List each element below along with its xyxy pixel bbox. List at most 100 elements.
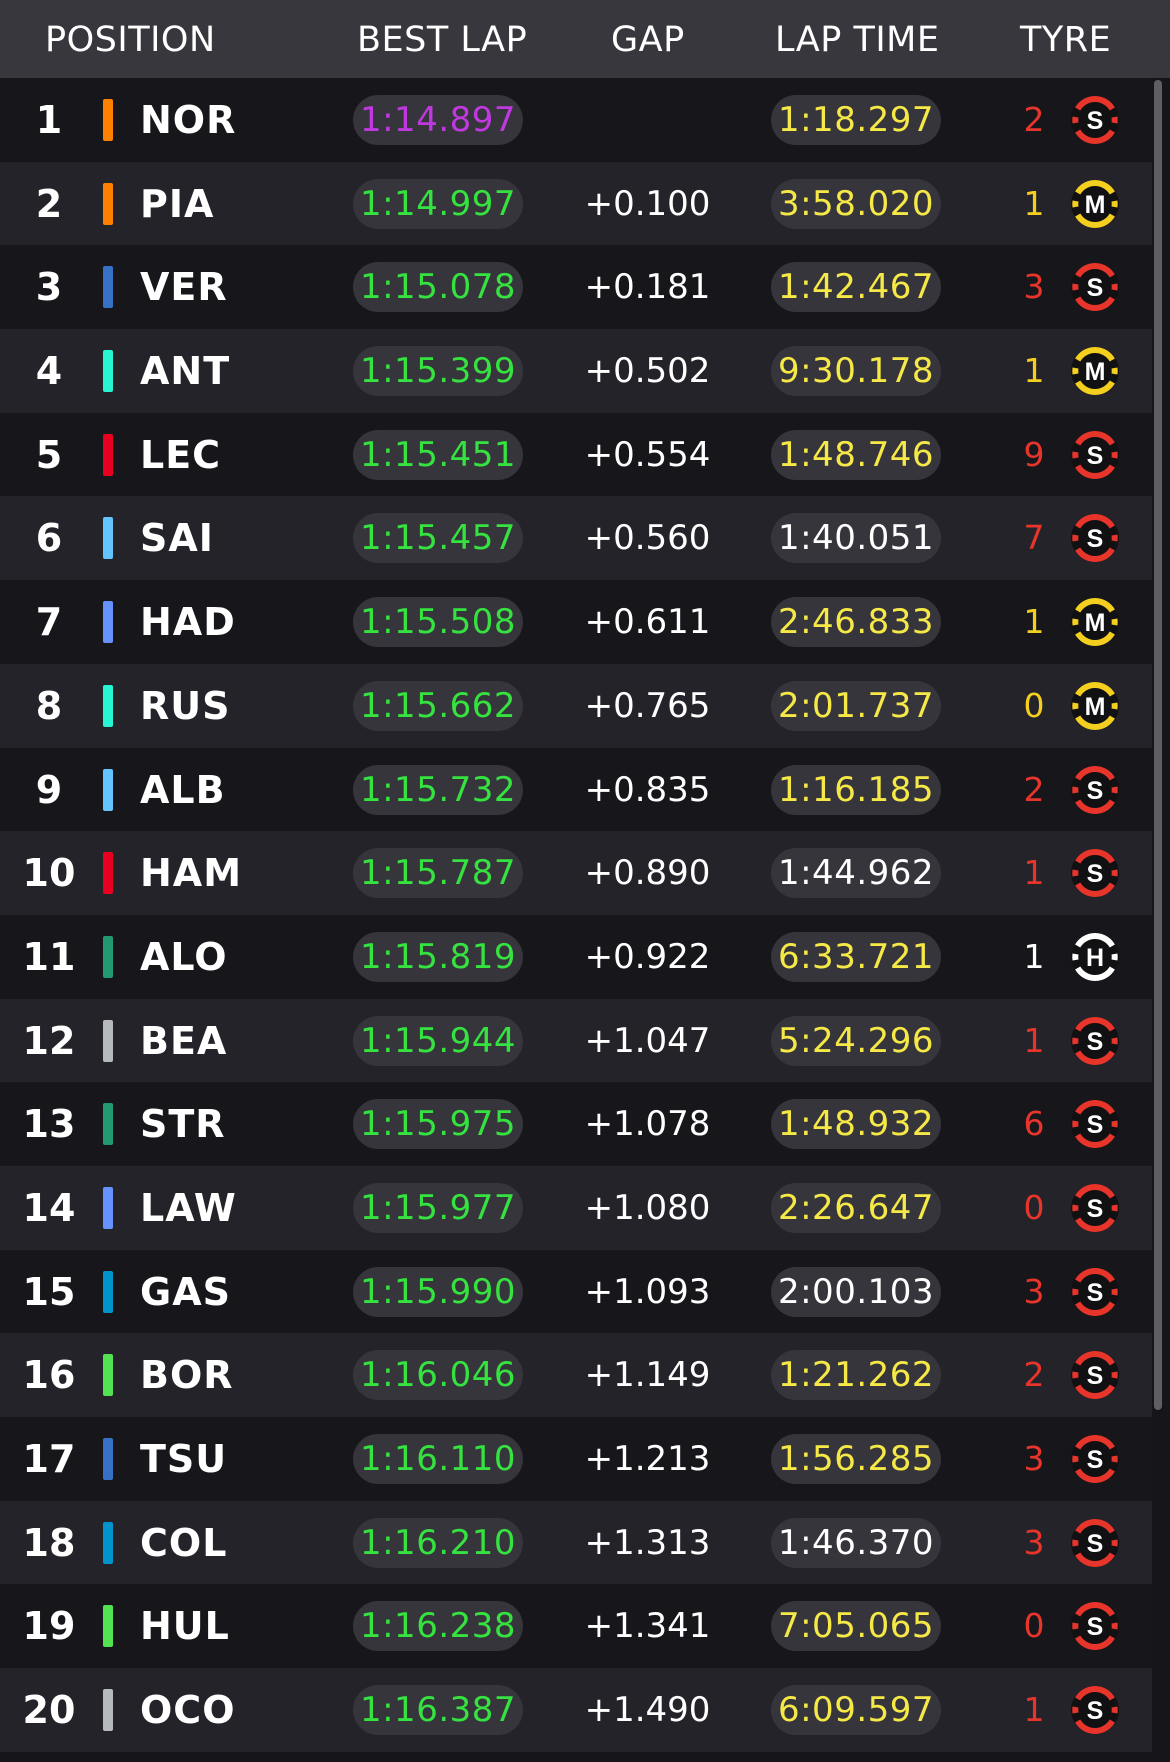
best-lap-time: 1:16.046: [353, 1350, 523, 1401]
current-lap-time: 3:58.020: [771, 178, 941, 229]
hard-tyre-icon: H: [1066, 928, 1124, 986]
driver-code: HUL: [140, 1604, 230, 1649]
table-row[interactable]: 20 OCO 1:16.387 +1.490 6:09.597 1 S: [0, 1668, 1152, 1752]
svg-text:S: S: [1087, 777, 1104, 805]
table-row[interactable]: 12 BEA 1:15.944 +1.047 5:24.296 1 S: [0, 998, 1152, 1083]
position-number: 19: [22, 1604, 76, 1649]
svg-text:S: S: [1087, 1111, 1104, 1139]
gap-to-leader: +1.490: [584, 1690, 711, 1731]
team-color-bar: [103, 1186, 113, 1229]
driver-code: GAS: [140, 1269, 231, 1314]
gap-to-leader: +0.502: [584, 351, 711, 392]
soft-tyre-icon: S: [1066, 426, 1124, 484]
current-lap-time: 1:48.932: [771, 1099, 941, 1150]
team-color-bar: [103, 266, 113, 309]
table-row[interactable]: 15 GAS 1:15.990 +1.093 2:00.103 3 S: [0, 1249, 1152, 1334]
best-lap-time: 1:15.975: [353, 1099, 523, 1150]
best-lap-time: 1:15.662: [353, 680, 523, 731]
position-number: 7: [35, 600, 63, 645]
tyre-lap-count: 1: [1023, 853, 1045, 893]
table-row[interactable]: 4 ANT 1:15.399 +0.502 9:30.178 1 M: [0, 329, 1152, 413]
team-color-bar: [103, 1605, 113, 1648]
table-row[interactable]: 8 RUS 1:15.662 +0.765 2:01.737 0 M: [0, 663, 1152, 748]
gap-to-leader: +1.080: [584, 1187, 711, 1228]
driver-code: NOR: [140, 98, 237, 142]
gap-to-leader: +1.341: [584, 1606, 711, 1647]
best-lap-time: 1:15.399: [353, 346, 523, 397]
table-row[interactable]: 7 HAD 1:15.508 +0.611 2:46.833 1 M: [0, 580, 1152, 664]
medium-tyre-icon: M: [1066, 593, 1124, 651]
best-lap-time: 1:15.944: [353, 1015, 523, 1066]
gap-to-leader: +1.047: [584, 1020, 711, 1061]
gap-to-leader: +0.554: [584, 434, 711, 475]
svg-text:S: S: [1087, 1195, 1104, 1223]
tyre-lap-count: 0: [1023, 1606, 1045, 1646]
current-lap-time: 1:18.297: [771, 95, 941, 145]
driver-code: STR: [140, 1102, 226, 1147]
svg-text:S: S: [1087, 1279, 1104, 1307]
soft-tyre-icon: S: [1066, 509, 1124, 567]
position-number: 3: [35, 265, 63, 310]
current-lap-time: 6:33.721: [771, 931, 941, 982]
tyre-lap-count: 3: [1023, 1439, 1045, 1478]
current-lap-time: 6:09.597: [771, 1685, 941, 1736]
best-lap-time: 1:16.387: [353, 1685, 523, 1736]
tyre-lap-count: 2: [1023, 1355, 1045, 1395]
gap-to-leader: +0.560: [584, 518, 711, 559]
current-lap-time: 1:46.370: [771, 1517, 941, 1568]
svg-text:S: S: [1087, 442, 1104, 470]
table-row[interactable]: 3 VER 1:15.078 +0.181 1:42.467 3 S: [0, 245, 1152, 330]
driver-code: ALO: [140, 934, 228, 979]
driver-code: ANT: [140, 349, 231, 394]
table-row[interactable]: 10 HAM 1:15.787 +0.890 1:44.962 1 S: [0, 831, 1152, 915]
table-header: POSITION BEST LAP GAP LAP TIME TYRE: [0, 0, 1170, 78]
current-lap-time: 9:30.178: [771, 346, 941, 397]
table-row[interactable]: 11 ALO 1:15.819 +0.922 6:33.721 1 H: [0, 914, 1152, 999]
gap-to-leader: +1.149: [584, 1355, 711, 1396]
soft-tyre-icon: S: [1066, 1346, 1124, 1404]
driver-code: COL: [140, 1520, 228, 1565]
best-lap-time: 1:15.787: [353, 848, 523, 899]
position-number: 14: [22, 1185, 76, 1230]
current-lap-time: 1:48.746: [771, 429, 941, 480]
table-row[interactable]: 2 PIA 1:14.997 +0.100 3:58.020 1 M: [0, 161, 1152, 246]
header-tyre: TYRE: [1020, 20, 1112, 60]
tyre-lap-count: 3: [1023, 1271, 1045, 1311]
gap-to-leader: +0.890: [584, 853, 711, 894]
table-row[interactable]: 17 TSU 1:16.110 +1.213 1:56.285 3 S: [0, 1417, 1152, 1501]
table-row[interactable]: 18 COL 1:16.210 +1.313 1:46.370 3 S: [0, 1500, 1152, 1585]
position-number: 4: [35, 349, 63, 394]
svg-text:S: S: [1087, 107, 1104, 135]
table-row[interactable]: 6 SAI 1:15.457 +0.560 1:40.051 7 S: [0, 496, 1152, 581]
table-row[interactable]: 19 HUL 1:16.238 +1.341 7:05.065 0 S: [0, 1584, 1152, 1669]
tyre-lap-count: 0: [1023, 1187, 1045, 1227]
soft-tyre-icon: S: [1066, 1514, 1124, 1572]
table-row[interactable]: 9 ALB 1:15.732 +0.835 1:16.185 2 S: [0, 747, 1152, 832]
driver-code: BEA: [140, 1018, 228, 1063]
best-lap-time: 1:15.819: [353, 931, 523, 982]
table-row[interactable]: 14 LAW 1:15.977 +1.080 2:26.647 0 S: [0, 1165, 1152, 1250]
tyre-lap-count: 6: [1023, 1104, 1045, 1144]
soft-tyre-icon: S: [1066, 761, 1124, 819]
driver-code: LEC: [140, 432, 222, 477]
table-row[interactable]: 16 BOR 1:16.046 +1.149 1:21.262 2 S: [0, 1333, 1152, 1417]
position-number: 18: [22, 1520, 76, 1565]
current-lap-time: 2:01.737: [771, 680, 941, 731]
team-color-bar: [103, 768, 113, 811]
table-row[interactable]: 5 LEC 1:15.451 +0.554 1:48.746 9 S: [0, 412, 1152, 497]
gap-to-leader: +1.093: [584, 1271, 711, 1312]
position-number: 9: [35, 767, 63, 812]
best-lap-time: 1:15.732: [353, 764, 523, 815]
svg-text:M: M: [1085, 191, 1106, 219]
best-lap-time: 1:15.508: [353, 597, 523, 648]
header-gap: GAP: [611, 20, 685, 60]
driver-code: HAM: [140, 851, 243, 896]
svg-text:M: M: [1085, 358, 1106, 386]
tyre-lap-count: 7: [1023, 518, 1045, 558]
scrollbar[interactable]: [1154, 80, 1162, 1410]
table-row[interactable]: 13 STR 1:15.975 +1.078 1:48.932 6 S: [0, 1082, 1152, 1166]
best-lap-time: 1:16.110: [353, 1434, 523, 1484]
team-color-bar: [103, 1019, 113, 1062]
table-row[interactable]: 1 NOR 1:14.897 1:18.297 2 S: [0, 78, 1152, 162]
